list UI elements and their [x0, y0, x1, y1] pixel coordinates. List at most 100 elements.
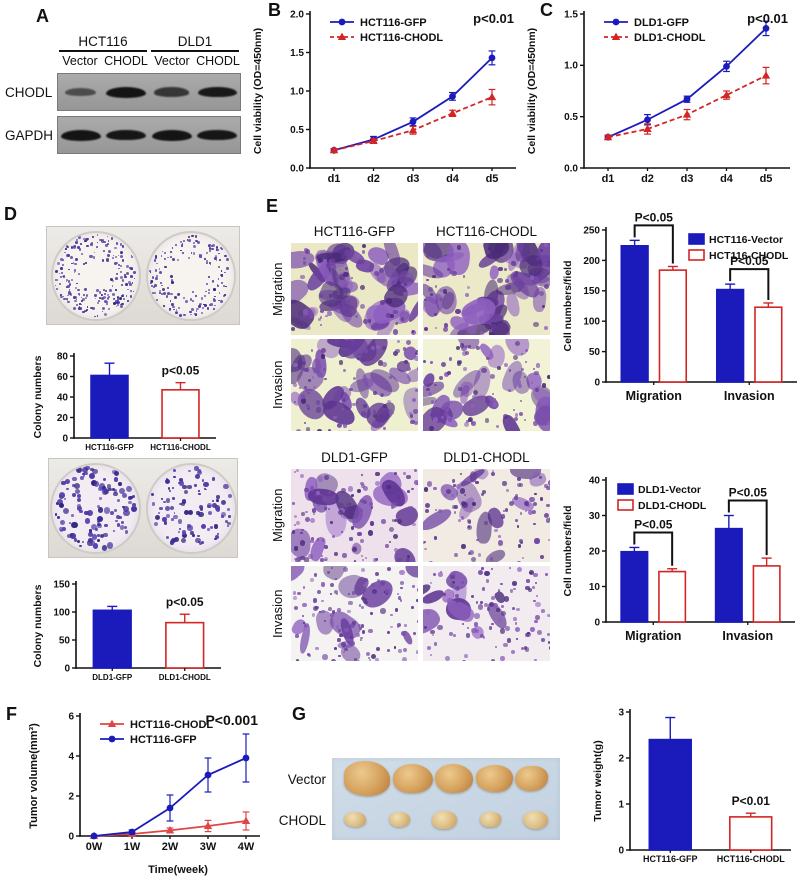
colony-dot [213, 524, 219, 530]
cell-dot [372, 410, 377, 415]
cell-dot [495, 424, 500, 428]
cell-dot [442, 289, 447, 294]
svg-text:4: 4 [68, 751, 74, 762]
cell-dot [309, 517, 315, 523]
cell-dot [455, 308, 461, 315]
tumor-row-label-chodl: CHODL [278, 813, 326, 828]
colony-dot [66, 487, 69, 491]
colony-dot [117, 263, 120, 266]
svg-text:d2: d2 [367, 173, 380, 185]
colony-dot [119, 243, 123, 246]
cell-dot [370, 506, 374, 509]
colony-dot [182, 484, 187, 490]
colony-dot [107, 295, 110, 298]
svg-text:HCT116-Vector: HCT116-Vector [709, 234, 783, 246]
cell-dot [464, 493, 467, 497]
cell-dot [529, 275, 535, 280]
cell-dot [377, 585, 380, 588]
cell-dot [327, 429, 331, 431]
cell-dot [303, 309, 309, 315]
colony-dot [86, 309, 89, 312]
colony-dot [109, 510, 114, 515]
cell-dot [330, 566, 334, 569]
colony-dot [167, 487, 171, 490]
cell-dot [505, 284, 511, 291]
colony-dot [76, 493, 81, 498]
colony-dot [218, 252, 220, 255]
colony-dot [89, 473, 96, 479]
colony-dot [105, 258, 109, 262]
cell-dot [361, 249, 366, 254]
colony-dot [85, 294, 87, 296]
svg-text:Cell viability (OD=450nm): Cell viability (OD=450nm) [526, 28, 538, 154]
cell-dot [364, 557, 367, 560]
cell-dot [441, 362, 447, 368]
colony-dot [77, 539, 81, 543]
colony-dot [85, 262, 87, 264]
cell-dot [295, 634, 299, 638]
colony-dot [193, 244, 196, 248]
cell-dot [368, 658, 372, 661]
cell-dot [337, 629, 341, 633]
cell-dot [333, 415, 337, 420]
tumor-specimen [475, 764, 513, 793]
cell-dot [518, 376, 521, 379]
colony-dot [206, 262, 209, 265]
cell-dot [390, 410, 395, 415]
cell-dot [304, 248, 311, 255]
tumor-specimen [388, 811, 410, 828]
colony-dot [59, 275, 63, 279]
colony-dot [173, 308, 175, 311]
svg-text:150: 150 [583, 286, 600, 297]
colony-dot [119, 255, 123, 259]
cell-dot [358, 604, 362, 607]
cell-dot [470, 594, 475, 599]
cell-dot [386, 400, 391, 405]
cell-dot [342, 423, 347, 428]
cell-cluster [483, 547, 508, 562]
cell-dot [411, 606, 415, 610]
cell-dot [304, 367, 309, 373]
colony-dot [211, 248, 214, 251]
cell-dot [533, 421, 538, 426]
svg-text:d2: d2 [641, 173, 654, 185]
cell-dot [533, 502, 538, 507]
svg-text:Migration: Migration [626, 389, 682, 403]
colony-dot [115, 242, 119, 246]
colony-dot [198, 505, 203, 510]
colony-dot [101, 259, 105, 263]
tumor-specimen [523, 810, 548, 829]
colony-dot [54, 513, 58, 516]
colony-dot [173, 512, 176, 514]
cell-dot [517, 289, 522, 293]
colony-dot [211, 245, 213, 247]
colony-dot [84, 518, 91, 524]
svg-text:DLD1-CHODL: DLD1-CHODL [638, 500, 707, 512]
cell-dot [297, 591, 301, 595]
colony-dot [227, 493, 233, 499]
cell-dot [472, 502, 477, 507]
cell-dot [352, 546, 358, 552]
chart-cell-numbers-dld1: 0 10 20 30 40 Cell numbers/field Migration Inva… [562, 475, 795, 643]
blot-row-label: CHODL [5, 84, 53, 100]
cell-dot [321, 582, 326, 587]
cell-dot [516, 476, 522, 482]
cell-dot [300, 394, 306, 399]
colony-dot [226, 508, 231, 512]
colony-dot [185, 300, 188, 303]
cell-dot [404, 624, 407, 627]
cell-dot [480, 567, 484, 570]
colony-dot [68, 283, 72, 286]
cell-dot [333, 590, 338, 595]
colony-dot [54, 284, 57, 287]
cell-dot [514, 341, 520, 347]
cell-dot [296, 469, 300, 473]
cell-dot [461, 659, 466, 661]
colony-dot [107, 254, 111, 258]
colony-dot [77, 272, 81, 276]
colony-dot [106, 542, 114, 549]
cell-dot [303, 261, 307, 265]
cell-dot [454, 504, 458, 509]
colony-dot [73, 299, 77, 303]
cell-dot [360, 605, 365, 610]
